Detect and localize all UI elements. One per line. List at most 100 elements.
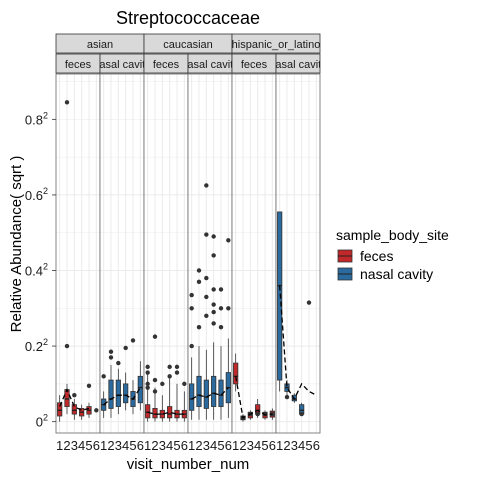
panel-background [276, 74, 320, 433]
box [137, 375, 143, 404]
x-tick-label: 2 [195, 438, 202, 453]
outlier-point [167, 374, 172, 379]
facet-panel-4: feces [231, 53, 277, 434]
outlier-point [306, 300, 312, 305]
box [71, 404, 77, 415]
y-tick-label: 0.62 [25, 186, 48, 203]
outlier-point [211, 234, 216, 239]
outlier-point [211, 309, 216, 315]
strip-site-label: feces [241, 59, 268, 71]
outlier-point [160, 381, 165, 387]
outlier-point [211, 287, 216, 292]
box [57, 402, 63, 417]
x-tick-label: 5 [129, 438, 136, 453]
outlier-point [204, 232, 209, 237]
legend-key: feces [337, 248, 393, 264]
strip-site: feces [55, 53, 101, 74]
x-tick-label: 6 [93, 438, 100, 453]
x-tick-label: 1 [232, 438, 239, 453]
legend-label: feces [360, 248, 393, 264]
strip-site-label: feces [65, 59, 92, 71]
outlier-point [189, 292, 194, 298]
strip-site-label: nasal cavity [269, 59, 327, 71]
facet-panel-2: feces [143, 53, 189, 434]
median-trend-line [191, 387, 229, 400]
y-axis-title: Relative Abundance( sqrt ) [8, 156, 25, 333]
panel-background [232, 74, 276, 433]
legend-label: nasal cavity [360, 266, 433, 282]
facet-panel-5: nasal cavity [269, 53, 327, 434]
x-tick-label: 6 [225, 438, 232, 453]
x-tick-label: 1 [56, 438, 63, 453]
x-tick-label: 5 [85, 438, 92, 453]
median-trend-line [103, 387, 141, 406]
facet-panel-1: nasal cavity [99, 53, 145, 434]
outlier-point [211, 321, 216, 326]
median-trend-line [147, 411, 185, 415]
x-tick-label: 6 [181, 438, 188, 453]
outlier-point [182, 381, 187, 387]
x-tick-label: 3 [291, 438, 298, 453]
x-tick-label: 3 [247, 438, 254, 453]
outlier-point [167, 364, 172, 370]
x-tick-label: 5 [173, 438, 180, 453]
median-trend-line [59, 387, 90, 412]
panel-background [100, 74, 144, 433]
outlier-point [204, 313, 209, 319]
box [277, 211, 283, 381]
box [189, 383, 195, 411]
outlier-point [152, 334, 158, 339]
outlier-point [226, 306, 231, 311]
facet-panel-3: nasal cavity [187, 53, 233, 434]
outlier-point [64, 100, 70, 105]
panel-border [275, 73, 321, 434]
outlier-point [226, 238, 231, 243]
facet-panels: feces nasal cavity feces nasal cavity feces n… [55, 33, 327, 434]
x-tick-label: 6 [313, 438, 320, 453]
outlier-point [108, 349, 114, 354]
x-tick-label: 5 [217, 438, 224, 453]
x-tick-label: 4 [122, 438, 129, 453]
outlier-point [174, 364, 180, 370]
x-tick-label: 2 [63, 438, 70, 453]
outlier-point [218, 324, 224, 330]
chart-title: Streptococcaceae [116, 8, 260, 28]
x-tick-label: 1 [188, 438, 195, 453]
box [145, 404, 151, 419]
y-axis: 02 0.22 0.42 0.62 0.82 [25, 110, 56, 430]
outlier-point [218, 306, 224, 311]
facet-panel-0: feces [55, 53, 101, 434]
outlier-point [86, 383, 92, 388]
strip-site-label: feces [153, 59, 180, 71]
strip-ethnicity: caucasian [143, 33, 233, 54]
strip-site: nasal cavity [187, 53, 233, 74]
x-tick-label: 4 [210, 438, 217, 453]
box [152, 408, 158, 419]
outlier-point [211, 302, 216, 307]
x-tick-label: 6 [137, 438, 144, 453]
outlier-point [196, 268, 202, 273]
outlier-point [145, 364, 150, 370]
box [196, 375, 202, 407]
outlier-point [299, 411, 304, 417]
x-tick-label: 1 [276, 438, 283, 453]
x-tick-label: 1 [100, 438, 107, 453]
median-trend-line [279, 285, 317, 401]
outlier-point [189, 343, 194, 349]
outlier-point [196, 279, 202, 285]
x-tick-label: 2 [283, 438, 290, 453]
outlier-point [94, 408, 99, 413]
panel-background [144, 74, 188, 433]
outlier-point [255, 411, 260, 417]
box [115, 379, 121, 407]
strip-site: nasal cavity [99, 53, 145, 74]
x-tick-label: 5 [261, 438, 268, 453]
x-tick-label: 3 [115, 438, 122, 453]
outlier-point [204, 275, 209, 281]
outlier-point [152, 377, 158, 383]
outlier-point [145, 370, 150, 375]
outlier-point [204, 183, 209, 188]
x-tick-label: 4 [298, 438, 305, 453]
